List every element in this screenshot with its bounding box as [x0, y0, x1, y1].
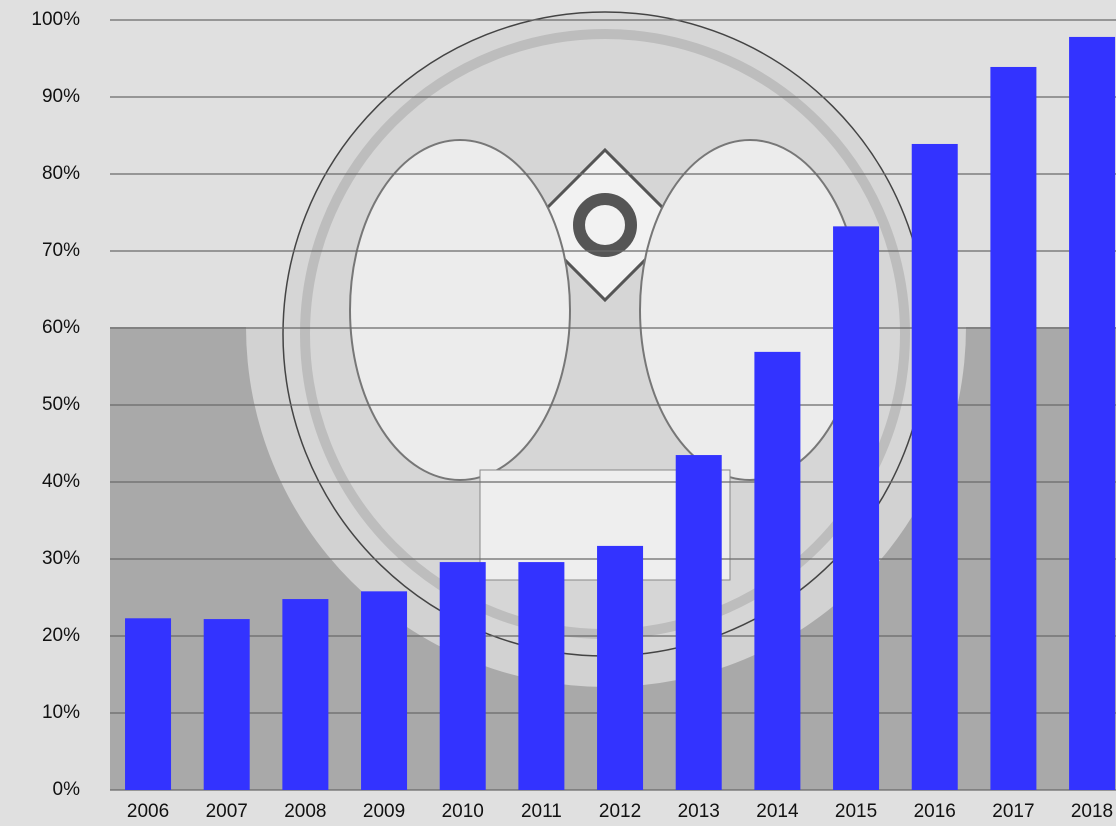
y-tick-label: 100%: [31, 9, 80, 30]
bar: [282, 599, 329, 790]
x-tick-label: 2016: [914, 801, 956, 822]
y-tick-label: 20%: [42, 625, 80, 646]
bar: [754, 351, 801, 790]
y-tick-label: 60%: [42, 317, 80, 338]
y-tick-label: 30%: [42, 548, 80, 569]
bar: [518, 562, 565, 790]
y-tick-label: 0%: [53, 779, 81, 800]
y-tick-label: 70%: [42, 240, 80, 261]
x-tick-label: 2013: [678, 801, 720, 822]
x-tick-label: 2015: [835, 801, 877, 822]
y-tick-label: 50%: [42, 394, 80, 415]
bar: [1069, 36, 1116, 790]
x-tick-label: 2017: [992, 801, 1034, 822]
x-tick-label: 2012: [599, 801, 641, 822]
bar: [675, 455, 722, 790]
x-tick-label: 2006: [127, 801, 169, 822]
bar: [439, 562, 486, 790]
x-tick-label: 2009: [363, 801, 405, 822]
x-tick-label: 2008: [284, 801, 326, 822]
bar: [597, 545, 644, 790]
bar: [911, 143, 958, 791]
bar: [125, 618, 172, 790]
bar: [361, 591, 408, 790]
y-tick-label: 80%: [42, 163, 80, 184]
bar: [203, 619, 250, 790]
y-tick-label: 40%: [42, 471, 80, 492]
bar: [990, 66, 1037, 791]
bar: [833, 226, 880, 791]
y-tick-label: 90%: [42, 86, 80, 107]
x-tick-label: 2014: [756, 801, 799, 822]
x-tick-label: 2018: [1071, 801, 1113, 822]
x-tick-label: 2007: [206, 801, 248, 822]
x-tick-label: 2011: [521, 801, 562, 822]
y-tick-label: 10%: [42, 702, 80, 723]
x-tick-label: 2010: [442, 801, 484, 822]
